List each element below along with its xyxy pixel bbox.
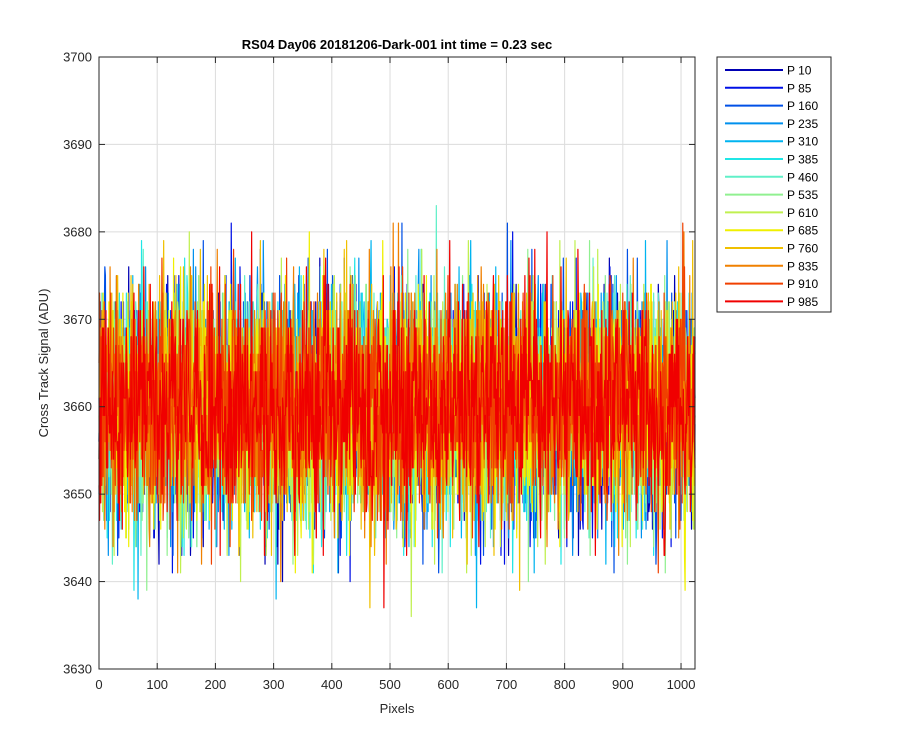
legend-entry: P 760 — [725, 242, 818, 256]
legend-entry: P 460 — [725, 170, 818, 184]
x-tick-label: 200 — [205, 677, 227, 692]
y-tick-label: 3680 — [63, 224, 92, 239]
x-axis-label: Pixels — [380, 701, 415, 716]
legend-entries: P 10 P 85 P 160 P 235 P 310 P 385 P 460 P 535 P … — [725, 64, 818, 309]
legend-label: P 685 — [787, 224, 818, 238]
legend-entry: P 910 — [725, 277, 818, 291]
plot-area — [98, 56, 696, 670]
legend-label: P 10 — [787, 64, 812, 78]
x-tick-label: 0 — [95, 677, 102, 692]
legend-entry: P 385 — [725, 153, 818, 167]
legend-label: P 310 — [787, 135, 818, 149]
legend-label: P 760 — [787, 242, 818, 256]
legend-entry: P 160 — [725, 99, 818, 113]
y-axis: 3630 3640 3650 3660 3670 3680 3690 3700 — [63, 50, 695, 677]
legend-label: P 910 — [787, 277, 818, 291]
plot-frame — [98, 56, 696, 670]
chart-title: RS04 Day06 20181206-Dark-001 int time = … — [242, 37, 552, 52]
y-tick-label: 3630 — [63, 662, 92, 677]
x-tick-label: 700 — [496, 677, 518, 692]
legend-box — [716, 56, 832, 313]
series-line-p-985 — [98, 231, 696, 609]
y-tick-label: 3690 — [63, 137, 92, 152]
legend-label: P 385 — [787, 153, 818, 167]
y-axis-label: Cross Track Signal (ADU) — [36, 289, 51, 438]
y-tick-label: 3700 — [63, 50, 92, 65]
legend-entry: P 10 — [725, 64, 812, 78]
series-lines — [98, 205, 696, 618]
legend-entry: P 685 — [725, 224, 818, 238]
legend-label: P 235 — [787, 117, 818, 131]
y-tick-label: 3650 — [63, 487, 92, 502]
legend-entry: P 535 — [725, 188, 818, 202]
legend-entry: P 85 — [725, 81, 812, 95]
x-axis: 0 100 200 300 400 500 600 700 800 900 1000 — [95, 57, 695, 692]
legend-entry: P 610 — [725, 206, 818, 220]
legend-label: P 610 — [787, 206, 818, 220]
x-tick-label: 500 — [379, 677, 401, 692]
legend-label: P 85 — [787, 81, 812, 95]
legend-label: P 535 — [787, 188, 818, 202]
legend: P 10 P 85 P 160 P 235 P 310 P 385 P 460 P 535 P … — [716, 56, 832, 313]
x-tick-label: 600 — [437, 677, 459, 692]
y-tick-label: 3640 — [63, 574, 92, 589]
legend-entry: P 835 — [725, 259, 818, 273]
x-tick-label: 100 — [146, 677, 168, 692]
legend-label: P 835 — [787, 259, 818, 273]
x-tick-label: 400 — [321, 677, 343, 692]
y-tick-label: 3660 — [63, 399, 92, 414]
legend-label: P 985 — [787, 295, 818, 309]
x-tick-label: 1000 — [667, 677, 696, 692]
legend-entry: P 985 — [725, 295, 818, 309]
legend-entry: P 310 — [725, 135, 818, 149]
legend-label: P 160 — [787, 99, 818, 113]
legend-entry: P 235 — [725, 117, 818, 131]
y-tick-label: 3670 — [63, 312, 92, 327]
legend-label: P 460 — [787, 170, 818, 184]
x-tick-label: 300 — [263, 677, 285, 692]
x-tick-label: 800 — [554, 677, 576, 692]
x-tick-label: 900 — [612, 677, 634, 692]
